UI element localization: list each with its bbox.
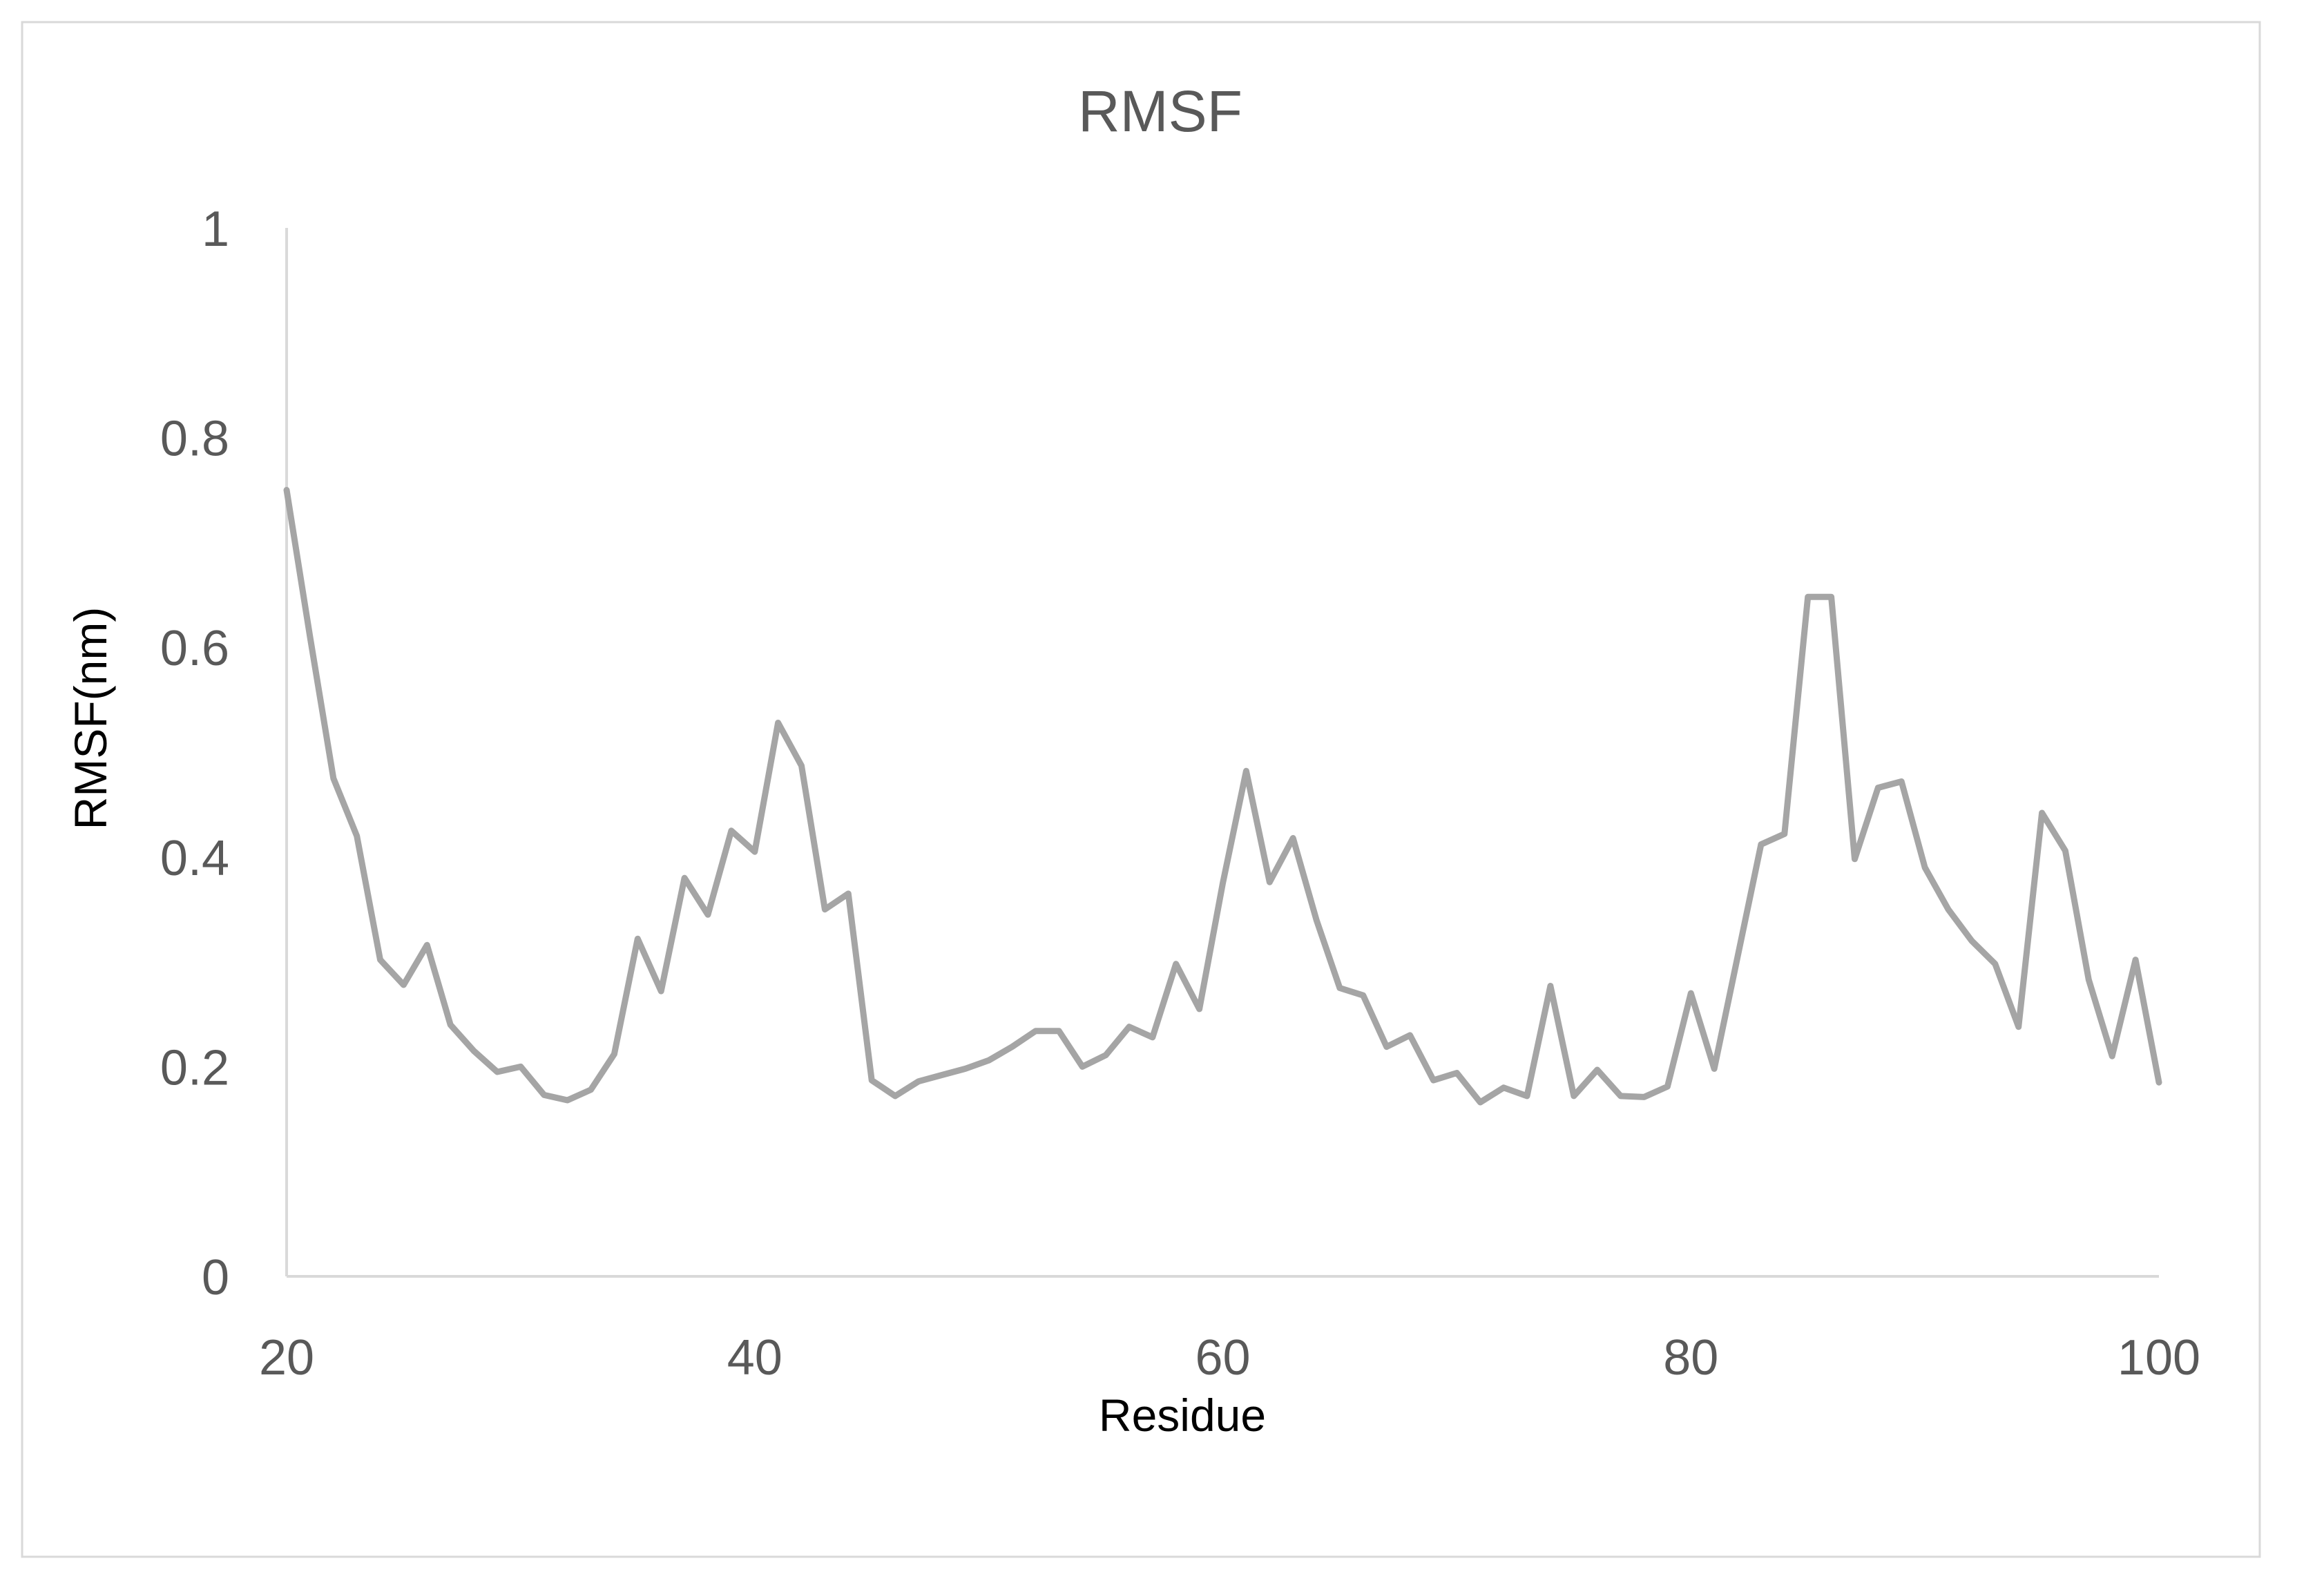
series-group bbox=[283, 487, 2162, 1106]
x-tick-label: 100 bbox=[2117, 1330, 2200, 1385]
y-tick-label: 0.6 bbox=[160, 621, 229, 676]
chart-title: RMSF bbox=[1078, 79, 1242, 144]
y-tick-label: 0.4 bbox=[160, 831, 229, 886]
x-tick-label: 20 bbox=[259, 1330, 314, 1385]
x-tick-labels: 20 40 60 80 100 bbox=[259, 1330, 2200, 1385]
y-tick-label: 0.8 bbox=[160, 412, 229, 467]
chart-border bbox=[21, 21, 2261, 1558]
x-axis-label: Residue bbox=[1099, 1390, 1266, 1441]
x-tick-label: 40 bbox=[727, 1330, 782, 1385]
y-tick-labels: 0 0.2 0.4 0.6 0.8 1 bbox=[160, 202, 229, 1305]
x-tick-label: 60 bbox=[1195, 1330, 1250, 1385]
y-axis-label: RMSF(nm) bbox=[65, 607, 116, 830]
series-line bbox=[283, 487, 2162, 1106]
axes bbox=[285, 228, 2159, 1278]
y-tick-label: 0 bbox=[202, 1250, 229, 1305]
x-tick-label: 80 bbox=[1663, 1330, 1718, 1385]
y-tick-label: 0.2 bbox=[160, 1040, 229, 1095]
y-tick-label: 1 bbox=[202, 202, 229, 257]
